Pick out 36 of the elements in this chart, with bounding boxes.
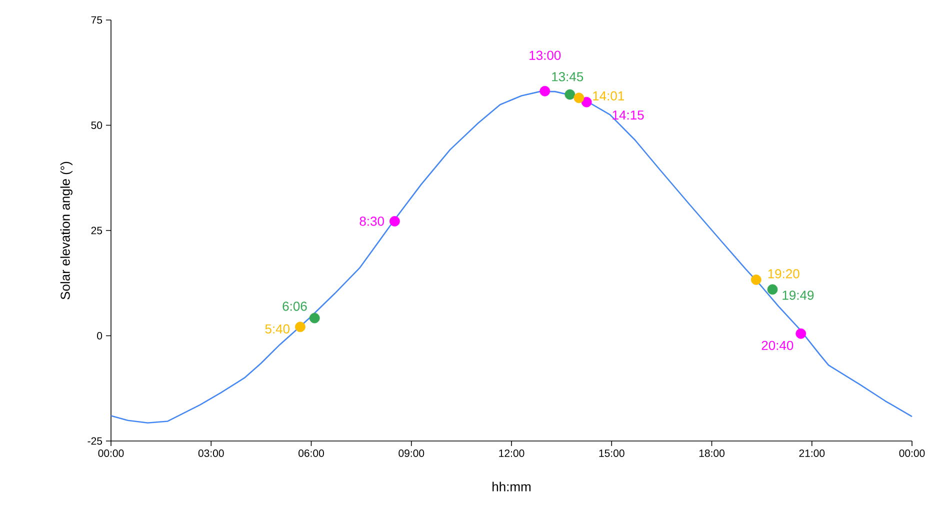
annotation: 8:30 — [360, 216, 384, 226]
point — [574, 92, 584, 104]
x-axis-title: hh:mm — [492, 482, 531, 492]
y-tick-label: 25 — [91, 226, 102, 234]
y-tick-label: -25 — [88, 437, 102, 445]
x-tick-label: 00:00 — [899, 450, 925, 457]
point — [750, 274, 762, 285]
point — [581, 96, 592, 108]
x-tick-label: 00:00 — [98, 450, 124, 457]
annotation: 5:40 — [265, 324, 290, 334]
point — [309, 312, 320, 324]
x-tick-label: 15:00 — [599, 450, 624, 457]
x-tick-label: 21:00 — [799, 450, 825, 457]
annotation: 20:40 — [762, 340, 794, 350]
annotation: 14:15 — [612, 110, 644, 120]
x-tick-label: 06:00 — [298, 450, 324, 457]
annotation: 13:45 — [552, 72, 584, 82]
annotation: 13:00 — [530, 50, 561, 60]
x-tick-label: 12:00 — [499, 450, 524, 457]
point — [796, 328, 806, 339]
y-tick-label: 50 — [91, 122, 102, 129]
point — [767, 284, 778, 295]
x-tick-label: 09:00 — [398, 450, 424, 457]
x-tick-label: 03:00 — [198, 450, 224, 457]
annotation: 6:06 — [282, 302, 307, 311]
annotation: 14:01 — [593, 91, 624, 100]
annotation: 19:49 — [782, 290, 814, 300]
point — [540, 86, 550, 96]
y-tick-label: 75 — [91, 16, 102, 24]
y-axis-title: Solar elevation angle (°) — [60, 162, 72, 300]
x-tick-label: 18:00 — [699, 450, 724, 457]
point — [389, 216, 400, 226]
y-tick-label: 0 — [97, 332, 102, 340]
annotation: 19:20 — [768, 269, 800, 278]
point — [564, 89, 576, 100]
point — [295, 322, 306, 332]
